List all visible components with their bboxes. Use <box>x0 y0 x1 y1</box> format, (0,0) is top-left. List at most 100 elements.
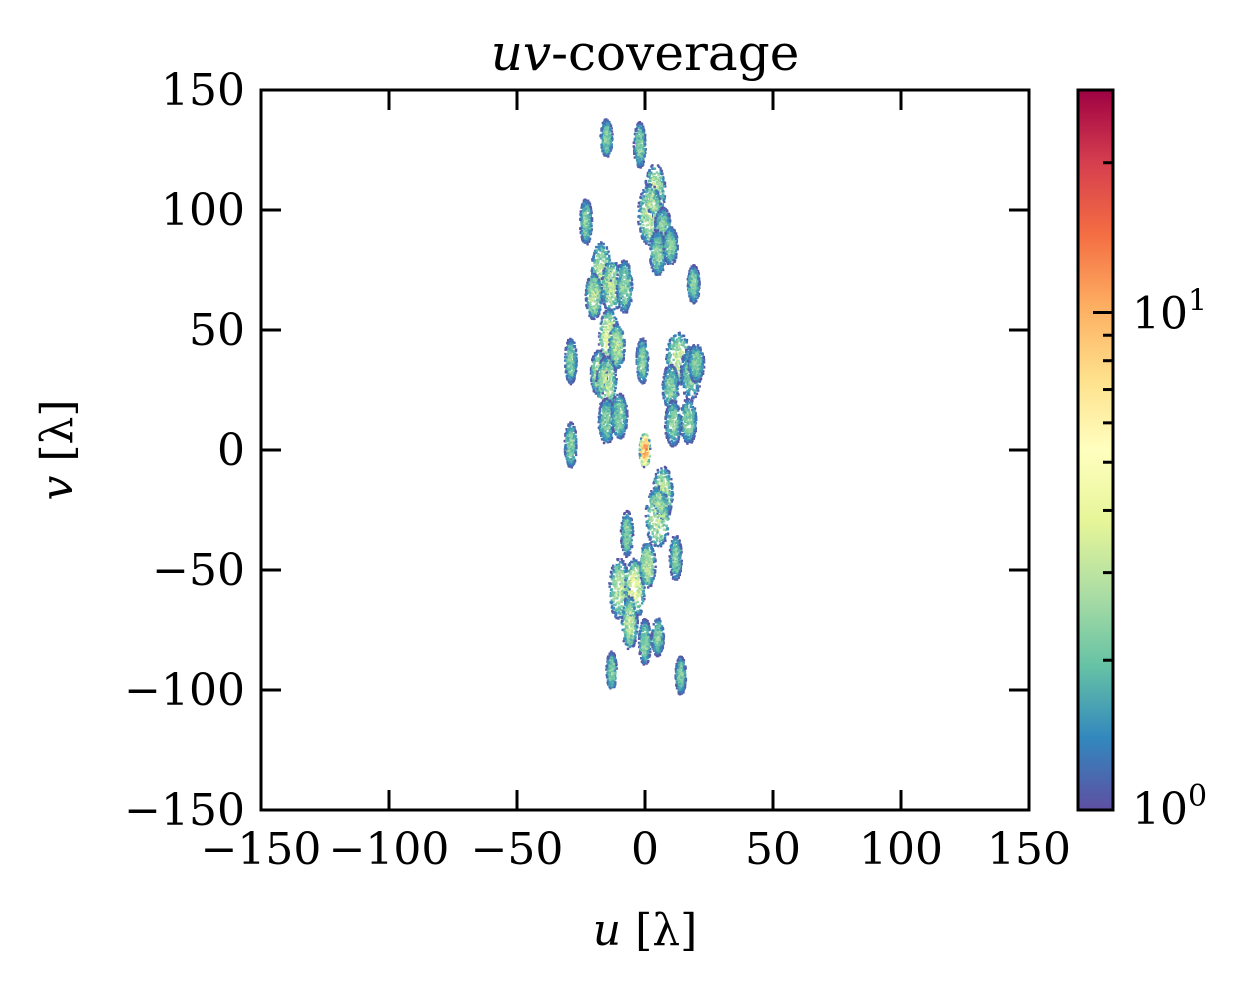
uv-sample-point <box>608 357 611 360</box>
uv-sample-point <box>616 306 620 309</box>
uv-sample-point <box>660 239 664 242</box>
uv-sample-point <box>660 237 664 241</box>
uv-sample-point <box>674 250 678 253</box>
uv-sample-point <box>648 176 652 180</box>
uv-sample-point <box>610 337 613 340</box>
uv-sample-point <box>652 193 655 196</box>
uv-sample-point <box>641 382 644 385</box>
uv-sample-point <box>664 225 667 229</box>
uv-sample-point <box>646 218 649 222</box>
uv-sample-point <box>604 328 608 332</box>
uv-sample-point <box>609 366 612 370</box>
uv-sample-point <box>645 233 648 237</box>
uv-sample-point <box>601 392 604 395</box>
uv-sample-point <box>660 180 663 184</box>
uv-sample-point <box>607 383 610 387</box>
uv-sample-point <box>619 290 623 294</box>
uv-sample-point <box>612 384 615 387</box>
uv-sample-point <box>606 326 610 329</box>
uv-density-points <box>563 118 706 696</box>
uv-sample-point <box>692 297 696 301</box>
uv-sample-point <box>627 272 630 275</box>
uv-sample-point <box>584 225 587 229</box>
uv-sample-point <box>667 241 671 244</box>
uv-sample-point <box>650 228 653 231</box>
uv-sample-point <box>596 254 599 258</box>
uv-sample-point <box>697 272 700 275</box>
uv-sample-point <box>612 319 616 322</box>
uv-sample-point <box>594 284 598 287</box>
uv-sample-point <box>593 378 597 381</box>
uv-sample-point <box>652 233 656 236</box>
uv-sample-point <box>605 133 608 137</box>
uv-sample-point <box>602 122 605 125</box>
uv-sample-point <box>568 338 571 342</box>
uv-sample-point <box>572 341 575 344</box>
uv-sample-point <box>571 349 574 353</box>
uv-sample-point <box>651 222 655 225</box>
uv-sample-point <box>606 128 610 131</box>
uv-sample-point <box>641 150 645 153</box>
uv-sample-point <box>640 140 644 144</box>
uv-sample-point <box>609 147 612 150</box>
uv-sample-point <box>626 305 629 308</box>
uv-sample-point <box>655 262 658 266</box>
uv-sample-point <box>661 224 664 227</box>
uv-sample-point <box>603 330 606 333</box>
uv-sample-point <box>689 272 693 276</box>
uv-sample-point <box>591 299 595 302</box>
uv-sample-point <box>591 297 595 301</box>
uv-sample-point <box>645 211 648 215</box>
uv-sample-point <box>590 224 593 228</box>
uv-sample-point <box>582 217 586 220</box>
uv-sample-point <box>589 230 592 234</box>
uv-sample-point <box>587 203 591 206</box>
uv-sample-point <box>586 283 589 286</box>
uv-sample-point <box>600 280 603 284</box>
uv-sample-point <box>565 357 568 360</box>
uv-sample-point <box>603 284 607 288</box>
uv-sample-point <box>599 302 602 305</box>
uv-sample-point <box>582 232 585 236</box>
uv-sample-point <box>636 370 639 374</box>
uv-sample-point <box>635 149 639 152</box>
uv-sample-point <box>657 165 661 169</box>
uv-sample-point <box>595 352 599 356</box>
uv-sample-point <box>632 145 635 148</box>
uv-sample-point <box>587 209 591 213</box>
uv-sample-point <box>589 367 593 370</box>
uv-sample-point <box>636 122 640 125</box>
uv-sample-point <box>639 195 642 199</box>
uv-sample-point <box>566 372 569 376</box>
uv-sample-point <box>643 136 647 139</box>
uv-sample-point <box>640 162 643 166</box>
uv-sample-point <box>621 292 624 295</box>
uv-sample-point <box>617 299 620 303</box>
uv-sample-point <box>593 386 596 389</box>
uv-sample-point <box>663 211 667 215</box>
uv-sample-point <box>658 240 661 244</box>
uv-sample-point <box>661 172 664 175</box>
uv-sample-point <box>639 122 643 125</box>
uv-sample-point <box>657 211 660 214</box>
uv-sample-point <box>618 328 621 331</box>
uv-sample-point <box>569 378 572 381</box>
uv-sample-point <box>564 348 567 351</box>
uv-sample-point <box>646 228 649 231</box>
uv-sample-point <box>644 367 648 371</box>
uv-sample-point <box>587 215 590 218</box>
uv-sample-point <box>671 242 674 245</box>
uv-sample-point <box>580 230 583 233</box>
uv-sample-point <box>598 277 602 280</box>
uv-sample-point <box>657 245 661 249</box>
uv-sample-point <box>639 149 642 152</box>
uv-sample-point <box>637 165 640 169</box>
uv-sample-point <box>658 247 661 250</box>
uv-sample-point <box>613 361 617 365</box>
uv-sample-point <box>645 361 649 365</box>
uv-sample-point <box>587 231 590 234</box>
uv-sample-point <box>629 296 632 300</box>
uv-sample-point <box>645 197 648 200</box>
uv-sample-point <box>638 369 642 372</box>
uv-sample-point <box>598 247 601 251</box>
